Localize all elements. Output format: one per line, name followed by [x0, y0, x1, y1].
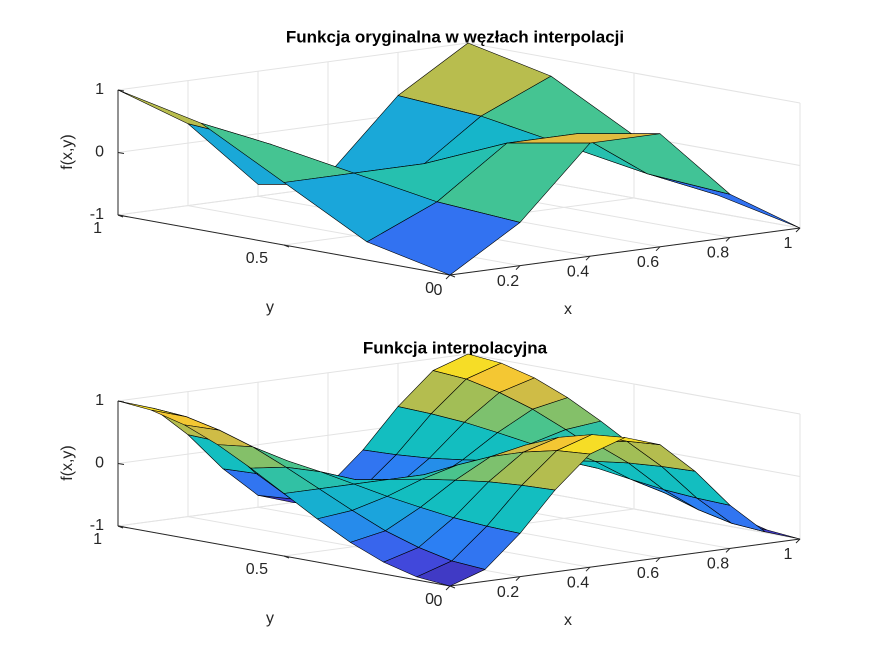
y-tick [283, 244, 290, 248]
z-tick [117, 214, 125, 217]
y-tick-label: 0 [425, 280, 434, 297]
surface-face [117, 400, 187, 417]
y-tick-label: 0.5 [246, 561, 268, 578]
x-tick [795, 538, 801, 544]
x-tick [515, 576, 521, 581]
z-axis-label: f(x,y) [59, 134, 76, 170]
surface-face [576, 133, 731, 195]
x-axis [449, 227, 801, 276]
x-tick-label: 0.6 [637, 254, 659, 271]
x-tick [655, 246, 661, 252]
grid-line [467, 353, 801, 415]
z-tick-label: -1 [90, 206, 104, 223]
y-tick-label: 0.5 [246, 250, 268, 267]
y-tick-label: 1 [93, 531, 102, 548]
z-tick [117, 525, 125, 528]
grid-line [117, 353, 469, 402]
x-tick [445, 585, 451, 591]
x-axis-label: x [564, 301, 572, 318]
surface-face [117, 89, 272, 145]
x-tick-label: 0.6 [637, 565, 659, 582]
x-tick-label: 1 [784, 235, 793, 252]
x-tick [795, 227, 801, 233]
x-tick [655, 557, 661, 563]
y-tick-label: 1 [93, 220, 102, 237]
x-tick [585, 566, 591, 572]
y-tick [449, 274, 456, 278]
surface-face [646, 173, 801, 229]
x-tick-label: 0 [434, 593, 443, 610]
z-tick [117, 463, 125, 465]
z-tick-label: -1 [90, 517, 104, 534]
z-axis-label: f(x,y) [59, 445, 76, 481]
y-axis-label: y [266, 299, 274, 316]
x-tick-label: 0.2 [497, 584, 519, 601]
x-tick [725, 548, 731, 553]
y-tick [449, 585, 456, 589]
chart-title: Funkcja interpolacyjna [363, 338, 548, 357]
x-tick-label: 0.2 [497, 273, 519, 290]
surface-face [366, 201, 521, 276]
surface-face [416, 560, 486, 587]
x-tick-label: 1 [784, 546, 793, 563]
x-tick-label: 0.8 [707, 556, 729, 573]
x-tick [445, 274, 451, 280]
y-tick [283, 555, 290, 559]
y-axis-label: y [266, 610, 274, 627]
x-tick [725, 237, 731, 242]
z-tick-label: 0 [95, 455, 104, 472]
z-tick-label: 1 [95, 81, 104, 98]
grid-line [467, 42, 801, 104]
z-tick-label: 1 [95, 392, 104, 409]
x-tick-label: 0.4 [567, 574, 589, 591]
chart-title: Funkcja oryginalna w węzłach interpolacj… [286, 27, 624, 46]
x-tick-label: 0 [434, 282, 443, 299]
surface [117, 353, 801, 587]
x-axis-label: x [564, 612, 572, 629]
z-tick-label: 0 [95, 144, 104, 161]
y-tick-label: 0 [425, 591, 434, 608]
x-axis [449, 538, 801, 587]
x-tick-label: 0.4 [567, 263, 589, 280]
grid-line [117, 42, 469, 91]
x-tick-label: 0.8 [707, 245, 729, 262]
x-tick [585, 255, 591, 261]
z-tick [117, 152, 125, 154]
x-tick [515, 265, 521, 270]
surface [117, 42, 801, 276]
